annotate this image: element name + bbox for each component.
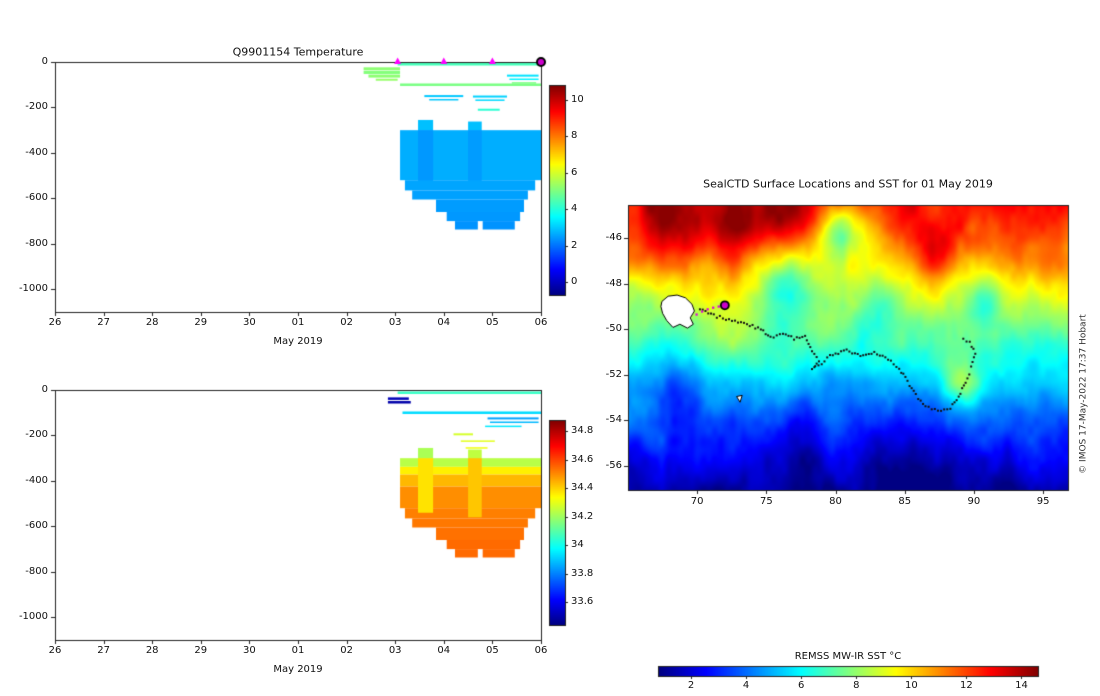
map-colorbar-label: REMSS MW-IR SST °C	[794, 651, 902, 662]
map-colorbar-tick-label: 6	[798, 680, 805, 691]
map-x-tick-label: 75	[759, 496, 773, 507]
map-colorbar-tick-label: 2	[687, 680, 695, 691]
map-colorbar-tick-label: 12	[960, 680, 973, 691]
temperature-x-tick-label: 29	[194, 317, 208, 328]
map-y-tick-label: -48	[605, 277, 622, 289]
temperature-x-tick-label: 01	[291, 317, 305, 328]
map-colorbar-tick-label: 10	[904, 680, 918, 691]
salinity-x-tick-label: 26	[48, 645, 62, 656]
salinity-x-tick-label: 30	[243, 645, 256, 656]
map-colorbar-tick-label: 14	[1015, 680, 1028, 691]
map-y-tick-label: -50	[605, 323, 622, 335]
map-y-tick-label: -54	[605, 414, 622, 426]
map-x-tick-label: 90	[967, 496, 981, 507]
temperature-x-tick-label: 30	[243, 317, 256, 328]
temperature-chart-title: Q9901154 Temperature	[232, 45, 364, 59]
salinity-x-tick-label: 05	[486, 645, 499, 656]
temperature-colorbar-tick-label: 0	[571, 276, 578, 288]
salinity-colorbar-tick-label: 34.8	[571, 425, 594, 437]
salinity-y-tick-label: -800	[25, 565, 48, 577]
salinity-x-tick-label: 28	[145, 645, 159, 656]
temperature-colorbar-tick-label: 8	[571, 130, 578, 142]
salinity-x-tick-label: 02	[340, 645, 353, 656]
temperature-colorbar-tick-label: 10	[571, 93, 584, 105]
salinity-x-tick-label: 03	[388, 645, 402, 656]
temperature-colorbar-tick-label: 2	[571, 239, 578, 251]
map-y-tick-label: -46	[605, 232, 622, 244]
salinity-colorbar-tick-label: 34	[571, 539, 584, 551]
salinity-y-tick-label: -200	[25, 429, 48, 441]
map-colorbar-tick-label: 8	[853, 680, 860, 691]
copyright-annotation: © IMOS 17-May-2022 17:37 Hobart	[1078, 314, 1089, 474]
temperature-y-tick-label: -200	[25, 101, 48, 113]
map-title: SealCTD Surface Locations and SST for 01…	[703, 177, 993, 191]
salinity-colorbar-tick-label: 34.6	[571, 453, 594, 465]
salinity-x-tick-label: 01	[291, 645, 305, 656]
salinity-y-tick-label: -1000	[18, 611, 48, 623]
temperature-x-tick-label: 04	[437, 317, 451, 328]
salinity-colorbar-tick-label: 33.8	[571, 567, 594, 579]
temperature-colorbar-tick-label: 4	[571, 203, 578, 215]
temperature-y-tick-label: -600	[25, 192, 48, 204]
salinity-x-tick-label: 04	[437, 645, 451, 656]
salinity-colorbar-tick-label: 33.6	[571, 596, 594, 608]
temperature-xaxis-label: May 2019	[273, 336, 323, 347]
temperature-y-tick-label: -1000	[18, 283, 48, 295]
temperature-x-tick-label: 28	[145, 317, 159, 328]
salinity-colorbar-tick-label: 34.2	[571, 510, 594, 522]
salinity-colorbar-tick-label: 34.4	[571, 482, 594, 494]
temperature-x-tick-label: 26	[48, 317, 62, 328]
map-x-tick-label: 95	[1036, 496, 1050, 507]
salinity-x-tick-label: 27	[97, 645, 110, 656]
map-colorbar-tick-label: 4	[742, 680, 750, 691]
salinity-y-tick-label: -600	[25, 520, 48, 532]
temperature-x-tick-label: 05	[486, 317, 499, 328]
temperature-x-tick-label: 06	[534, 317, 548, 328]
temperature-x-tick-label: 03	[388, 317, 402, 328]
map-y-tick-label: -52	[605, 368, 622, 380]
map-x-tick-label: 85	[898, 496, 912, 507]
salinity-x-tick-label: 06	[534, 645, 548, 656]
map-x-tick-label: 80	[829, 496, 842, 507]
map-y-tick-label: -56	[605, 460, 622, 472]
temperature-x-tick-label: 02	[340, 317, 353, 328]
temperature-colorbar-tick-label: 6	[571, 166, 578, 178]
map-x-tick-label: 70	[690, 496, 704, 507]
salinity-y-tick-label: -400	[25, 474, 48, 486]
salinity-x-tick-label: 29	[194, 645, 208, 656]
temperature-y-tick-label: 0	[41, 56, 48, 67]
salinity-xaxis-label: May 2019	[273, 664, 323, 675]
temperature-y-tick-label: -400	[25, 146, 48, 158]
salinity-y-tick-label: 0	[41, 384, 48, 395]
temperature-x-tick-label: 27	[97, 317, 110, 328]
temperature-y-tick-label: -800	[25, 237, 48, 249]
